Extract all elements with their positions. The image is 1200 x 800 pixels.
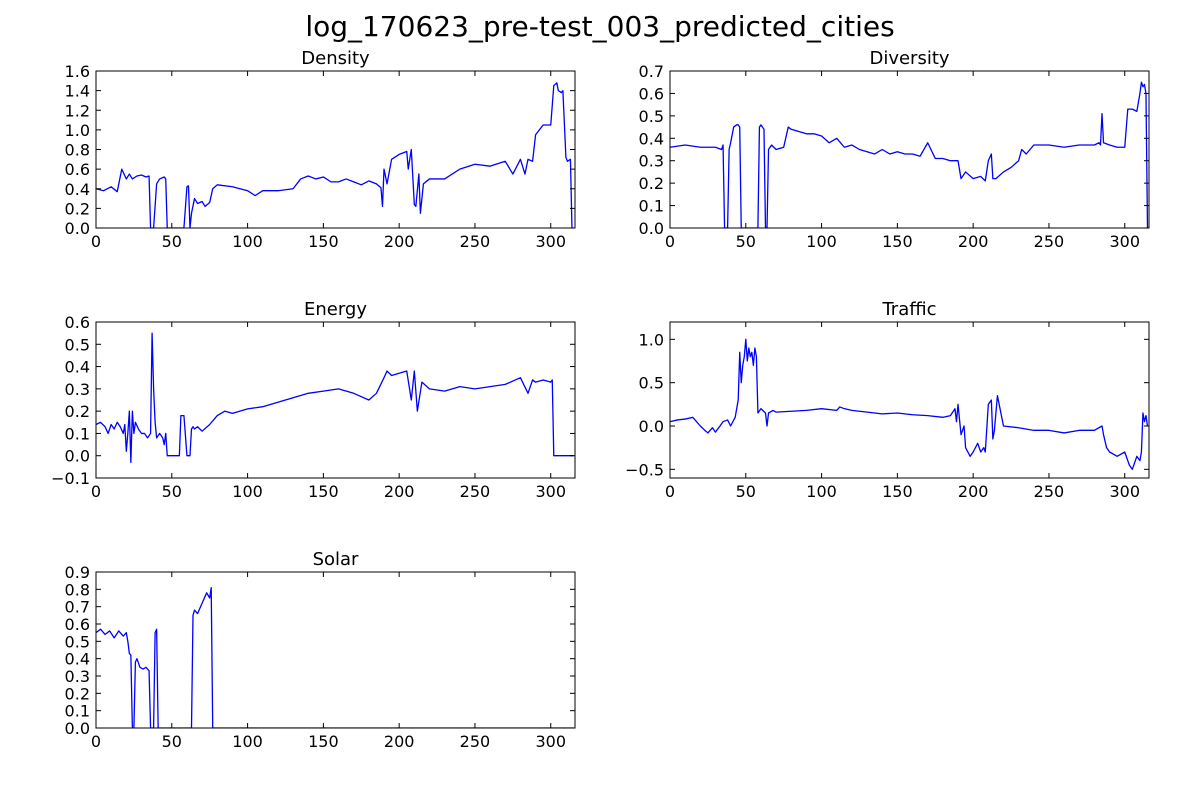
diversity-ytick-label: 0.6 [639,84,664,103]
energy-xtick-label: 100 [232,482,263,501]
density-xtick-label: 100 [232,232,263,251]
diversity-ytick-label: 0.4 [639,129,664,148]
solar-ytick-label: 0.3 [65,667,90,686]
density-ytick-label: 1.0 [65,121,90,140]
solar-xtick-label: 50 [162,732,182,751]
diversity-xtick-label: 300 [1109,232,1140,251]
energy-xtick-label: 250 [460,482,491,501]
traffic-ytick-label: 1.0 [639,330,664,349]
density-xtick-label: 50 [162,232,182,251]
density-ytick-label: 0.0 [65,219,90,238]
diversity-xtick-label: 50 [736,232,756,251]
energy-ytick-label: 0.4 [65,358,90,377]
solar-xtick-label: 300 [535,732,566,751]
diversity-ytick-label: 0.1 [639,197,664,216]
subplot-density: 0 50 100 150 200 250 3000.00.20.40.60.81.01.21… [65,48,576,251]
diversity-xtick-label: 150 [882,232,913,251]
solar-ytick-label: 0.7 [65,598,90,617]
energy-ytick-label: 0.1 [65,424,90,443]
density-xtick-label: 150 [308,232,339,251]
energy-xtick-label: 150 [308,482,339,501]
solar-ytick-label: 0.9 [65,563,90,582]
energy-xtick-label: 300 [535,482,566,501]
diversity-xtick-label: 200 [958,232,989,251]
solar-xtick-label: 200 [384,732,415,751]
traffic-axes-frame [669,321,1150,479]
traffic-title: Traffic [881,299,936,320]
energy-ytick-label: 0.6 [65,313,90,332]
diversity-ytick-label: 0.0 [639,219,664,238]
solar-xtick-label: 100 [232,732,263,751]
solar-ytick-label: 0.5 [65,632,90,651]
density-ytick-label: 0.8 [65,141,90,160]
diversity-xtick-label: 100 [806,232,837,251]
traffic-xtick-label: 0 [665,482,675,501]
density-ytick-label: 1.4 [65,82,90,101]
solar-xtick-label: 250 [460,732,491,751]
traffic-xtick-label: 300 [1109,482,1140,501]
diversity-ytick-label: 0.3 [639,152,664,171]
diversity-ytick-label: 0.7 [639,62,664,81]
subplot-solar: 0 50 100 150 200 250 3000.00.10.20.30.40.50.60… [65,549,576,751]
subplot-diversity: 0 50 100 150 200 250 300 0.0 0.1 0.2 0.3 0.4 0.5 0.6 0… [639,48,1150,251]
traffic-ytick-label: 0.5 [639,374,664,393]
diversity-xtick-label: 0 [665,232,675,251]
traffic-ytick-label: −0.5 [625,460,664,479]
energy-ytick-label: 0.2 [65,402,90,421]
traffic-xtick-label: 250 [1034,482,1065,501]
solar-axes-frame [95,571,576,729]
density-ytick-label: 0.4 [65,180,90,199]
diversity-ytick-label: 0.2 [639,174,664,193]
solar-title: Solar [313,549,359,570]
energy-axes-frame [95,321,576,479]
traffic-series-line [670,338,1149,470]
solar-ytick-label: 0.4 [65,650,90,669]
diversity-xtick-label: 250 [1034,232,1065,251]
traffic-xtick-label: 100 [806,482,837,501]
traffic-xtick-label: 150 [882,482,913,501]
density-ytick-label: 1.6 [65,62,90,81]
density-xtick-label: 200 [384,232,415,251]
density-title: Density [301,48,370,69]
energy-xtick-label: 50 [162,482,182,501]
density-ytick-label: 0.6 [65,160,90,179]
density-series-line [96,82,574,228]
density-ytick-label: 1.2 [65,101,90,120]
density-xtick-label: 0 [91,232,101,251]
energy-xtick-label: 0 [91,482,101,501]
energy-ytick-label: 0.3 [65,380,90,399]
diversity-ytick-label: 0.5 [639,107,664,126]
solar-ytick-label: 0.1 [65,702,90,721]
energy-ytick-label: 0.5 [65,335,90,354]
energy-ytick-label: 0.0 [65,447,90,466]
subplot-energy: 0 50 100 150 200 250 300 −0.1 0.0 0.1 0.2 0.3 0.4 0.5… [51,299,576,501]
density-axes-frame [95,70,576,229]
traffic-ytick-label: 0.0 [639,417,664,436]
energy-ytick-label: −0.1 [51,469,90,488]
density-xtick-label: 300 [535,232,566,251]
solar-ytick-label: 0.2 [65,684,90,703]
solar-ytick-label: 0.8 [65,580,90,599]
density-ytick-label: 0.2 [65,199,90,218]
energy-title: Energy [304,299,367,320]
solar-ytick-label: 0.6 [65,615,90,634]
solar-series-line [96,586,574,728]
solar-ytick-label: 0.0 [65,719,90,738]
traffic-xtick-label: 50 [736,482,756,501]
solar-xtick-label: 0 [91,732,101,751]
diversity-axes-frame [669,70,1150,229]
traffic-xtick-label: 200 [958,482,989,501]
density-xtick-label: 250 [460,232,491,251]
figure-title: log_170623_pre-test_003_predicted_cities [305,10,895,43]
energy-xtick-label: 200 [384,482,415,501]
diversity-series-line [670,81,1149,228]
diversity-title: Diversity [869,48,949,69]
subplot-traffic: 0 50 100 150 200 250 300 −0.5 0.0 0.5 1.0 Traffic [625,299,1150,501]
energy-series-line [96,332,574,464]
solar-xtick-label: 150 [308,732,339,751]
